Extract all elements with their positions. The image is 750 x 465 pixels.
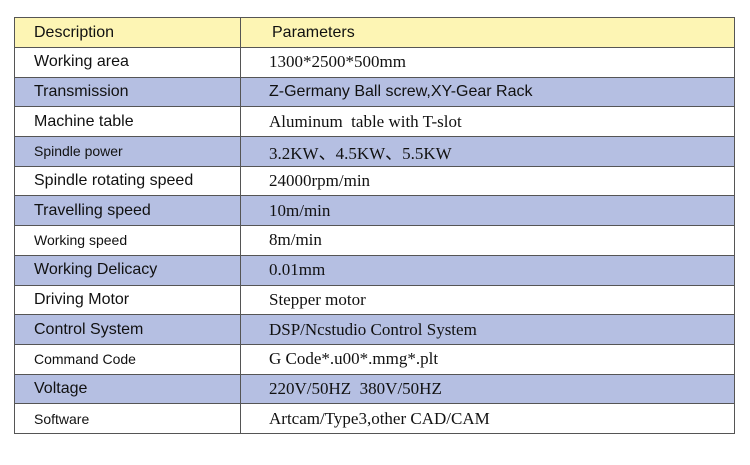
value-cell: Artcam/Type3,other CAD/CAM (240, 403, 735, 434)
value-cell: 220V/50HZ 380V/50HZ (240, 373, 735, 405)
table-row: Driving Motor Stepper motor (14, 284, 735, 316)
label-cell: Working Delicacy (14, 254, 241, 286)
table-row: Working Delicacy 0.01mm (14, 254, 735, 286)
table-row: Transmission Z-Germany Ball screw,XY-Gear… (14, 76, 735, 108)
label-cell: Driving Motor (14, 284, 241, 316)
value-cell: 10m/min (240, 195, 735, 227)
spec-table: Description Parameters Working area 1300*… (14, 17, 735, 434)
value-cell: 1300*2500*500mm (240, 47, 735, 78)
table-row: Working area 1300*2500*500mm (14, 47, 735, 78)
header-cell: Parameters (240, 17, 735, 48)
label-cell: Software (14, 403, 241, 434)
table-row: Working speed 8m/min (14, 225, 735, 256)
table-row: Spindle power 3.2KW、4.5KW、5.5KW (14, 136, 735, 167)
value-cell: Aluminum table with T-slot (240, 106, 735, 138)
value-cell: DSP/Ncstudio Control System (240, 314, 735, 345)
value-cell: 8m/min (240, 225, 735, 256)
label-cell: Travelling speed (14, 195, 241, 227)
header-cell: Description (14, 17, 241, 48)
value-cell: G Code*.u00*.mmg*.plt (240, 343, 735, 375)
table-row: Voltage 220V/50HZ 380V/50HZ (14, 373, 735, 405)
header-row: Description Parameters (14, 17, 735, 48)
label-cell: Working speed (14, 225, 241, 256)
label-cell: Spindle rotating speed (14, 165, 241, 197)
label-cell: Voltage (14, 373, 241, 405)
table-row: Command Code G Code*.u00*.mmg*.plt (14, 343, 735, 375)
value-cell: 3.2KW、4.5KW、5.5KW (240, 136, 735, 167)
value-cell: Stepper motor (240, 284, 735, 316)
table-row: Control System DSP/Ncstudio Control Syste… (14, 314, 735, 345)
table-row: Spindle rotating speed 24000rpm/min (14, 165, 735, 197)
table-body: Description Parameters Working area 1300*… (14, 17, 735, 434)
label-cell: Working area (14, 47, 241, 78)
label-cell: Command Code (14, 343, 241, 375)
table-row: Software Artcam/Type3,other CAD/CAM (14, 403, 735, 434)
table-row: Machine table Aluminum table with T-slot (14, 106, 735, 138)
value-cell: Z-Germany Ball screw,XY-Gear Rack (240, 76, 735, 108)
value-cell: 24000rpm/min (240, 165, 735, 197)
label-cell: Machine table (14, 106, 241, 138)
value-cell: 0.01mm (240, 254, 735, 286)
table-row: Travelling speed 10m/min (14, 195, 735, 227)
label-cell: Transmission (14, 76, 241, 108)
label-cell: Control System (14, 314, 241, 345)
label-cell: Spindle power (14, 136, 241, 167)
